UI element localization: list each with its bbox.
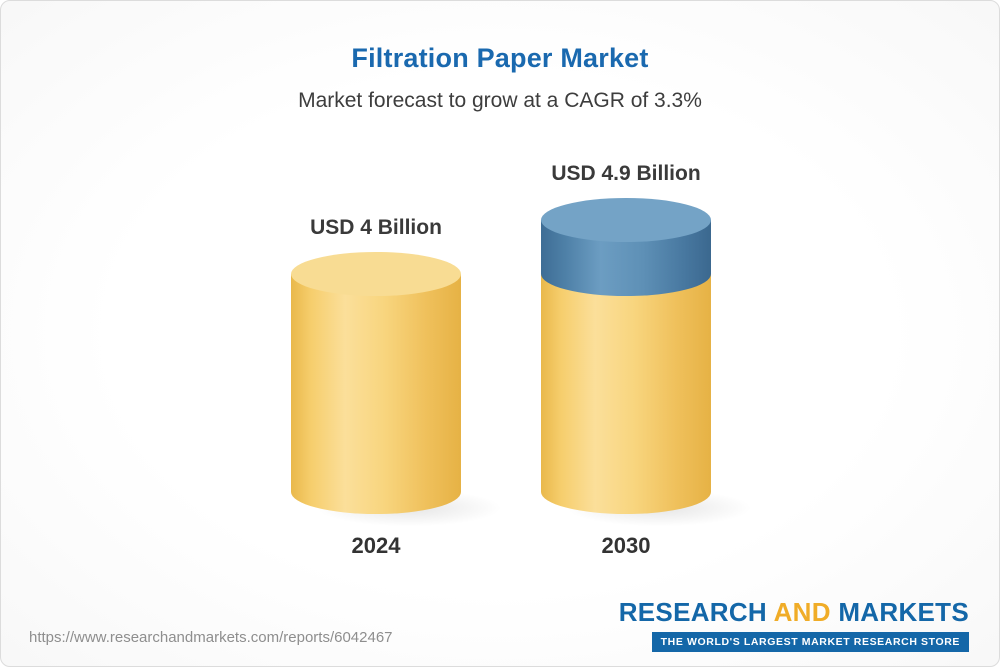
- logo-markets: MARKETS: [838, 597, 969, 627]
- cylinder-body: [291, 274, 461, 514]
- year-label-2030: 2030: [601, 533, 651, 558]
- chart-title: Filtration Paper Market: [351, 43, 649, 73]
- cylinder-top-ellipse: [541, 198, 711, 242]
- logo: RESEARCH AND MARKETS THE WORLD'S LARGEST…: [619, 597, 969, 652]
- logo-text: RESEARCH AND MARKETS: [619, 597, 969, 628]
- bar-group-2024: USD 4 Billion 2024: [291, 216, 509, 562]
- cylinder-2024: [291, 252, 509, 528]
- year-label-2024: 2024: [351, 533, 401, 558]
- logo-tagline: THE WORLD'S LARGEST MARKET RESEARCH STOR…: [651, 632, 969, 652]
- chart-subtitle: Market forecast to grow at a CAGR of 3.3…: [298, 89, 702, 112]
- cylinder-top-ellipse: [291, 252, 461, 296]
- report-url[interactable]: https://www.researchandmarkets.com/repor…: [29, 629, 393, 646]
- value-label-2024: USD 4 Billion: [310, 216, 442, 239]
- logo-and: AND: [773, 597, 831, 627]
- logo-research: RESEARCH: [618, 597, 768, 627]
- cylinder-2030: [541, 198, 759, 528]
- bar-group-2030: USD 4.9 Billion 2030: [541, 162, 759, 562]
- value-label-2030: USD 4.9 Billion: [551, 162, 701, 185]
